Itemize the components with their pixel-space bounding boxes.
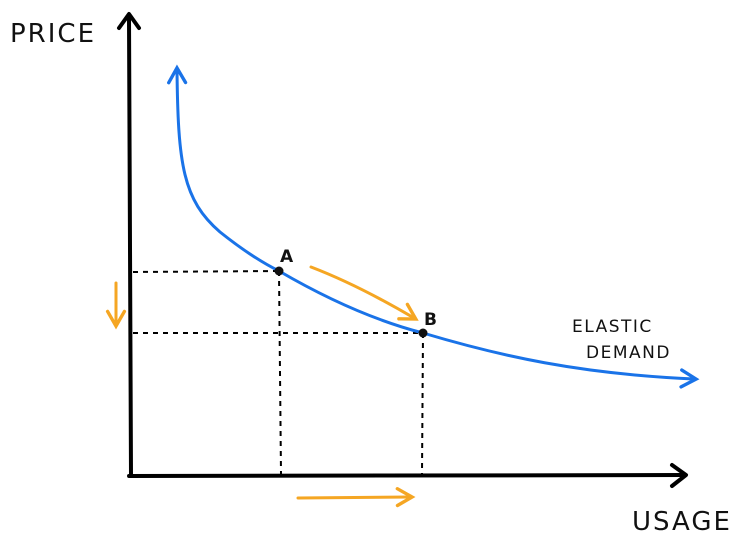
- curve-label-line1: ELASTIC: [572, 317, 653, 337]
- y-axis-arrowhead: [117, 12, 141, 30]
- x-axis-arrowhead: [670, 463, 688, 488]
- point-b-label: B: [424, 310, 437, 330]
- guide-a-vertical: [278, 270, 282, 475]
- guide-b-vertical: [421, 332, 424, 475]
- point-a-label: A: [280, 247, 294, 267]
- change-arrows: [105, 265, 419, 508]
- y-axis-title: PRICE: [10, 19, 96, 49]
- point-b: [418, 328, 428, 338]
- demand-curve: [167, 64, 700, 389]
- guide-a-horizontal: [132, 270, 280, 273]
- x-axis: [127, 473, 686, 478]
- usage-increase-arrow: [296, 487, 416, 508]
- axes: [117, 12, 688, 488]
- curve-label-line2: DEMAND: [586, 343, 671, 363]
- x-axis-title: USAGE: [632, 507, 732, 537]
- guide-lines: [132, 270, 424, 475]
- point-a: [274, 266, 284, 276]
- y-axis: [127, 16, 133, 478]
- movement-arrow-a-to-b: [309, 265, 419, 321]
